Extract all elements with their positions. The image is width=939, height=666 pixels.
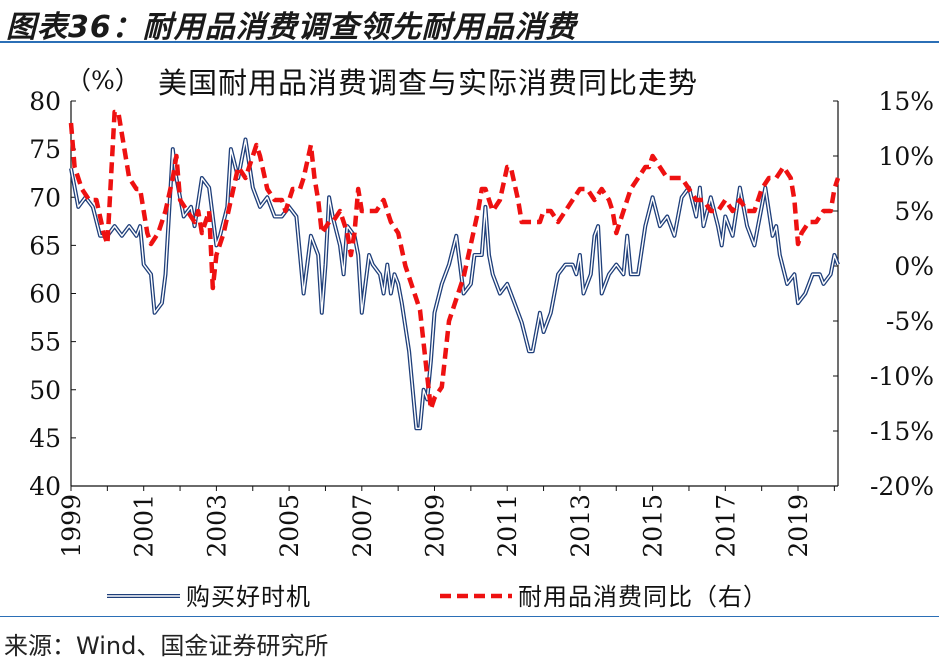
y-right-tick-label: -10% — [870, 362, 934, 391]
y-right-tick-label: 5% — [894, 197, 934, 226]
y-left-tick-label: 80 — [29, 87, 61, 116]
y-left-tick-label: 55 — [29, 328, 61, 357]
source-note: 来源：Wind、国金证券研究所 — [4, 632, 329, 660]
series-durables-consumption-line — [68, 109, 841, 412]
x-tick-label: 2003 — [202, 494, 231, 558]
y-left-tick-label: 65 — [29, 231, 61, 260]
chart-title: 美国耐用品消费调查与实际消费同比走势 — [158, 66, 698, 100]
y-right-tick-label: -15% — [870, 417, 934, 446]
y-left-tick-label: 70 — [29, 183, 61, 212]
x-tick-label: 2009 — [421, 494, 450, 558]
series-buying-conditions-inner — [70, 138, 839, 429]
y-left-tick-label: 40 — [29, 472, 61, 501]
x-tick-label: 2015 — [639, 494, 668, 558]
x-tick-label: 2001 — [130, 494, 159, 558]
x-tick-label: 2017 — [711, 494, 740, 558]
x-tick-label: 2013 — [566, 494, 595, 558]
y-right-tick-label: -20% — [870, 472, 934, 501]
legend-label-buying-conditions: 购买好时机 — [186, 583, 311, 611]
series-buying-conditions-line — [69, 137, 840, 431]
y-right-tick-label: 0% — [894, 252, 934, 281]
y-right-tick-label: 15% — [878, 87, 934, 116]
x-tick-label: 2011 — [493, 494, 522, 558]
y-left-tick-label: 60 — [29, 280, 61, 309]
y-right-tick-label: 10% — [878, 142, 934, 171]
x-tick-label: 2007 — [348, 494, 377, 558]
x-tick-label: 2005 — [275, 494, 304, 558]
legend-label-durables-consumption: 耐用品消费同比（右） — [518, 583, 768, 611]
y-left-tick-label: 75 — [29, 135, 61, 164]
y-left-tick-label: 45 — [29, 424, 61, 453]
top-rule — [0, 41, 939, 43]
x-tick-label: 1999 — [57, 494, 86, 558]
bottom-rule — [0, 616, 939, 617]
y-left-unit: （%） — [66, 66, 140, 95]
figure-title: 图表36：耐用品消费调查领先耐用品消费 — [6, 10, 577, 45]
x-tick-label: 2019 — [784, 494, 813, 558]
y-left-tick-label: 50 — [29, 376, 61, 405]
y-right-tick-label: -5% — [886, 307, 934, 336]
